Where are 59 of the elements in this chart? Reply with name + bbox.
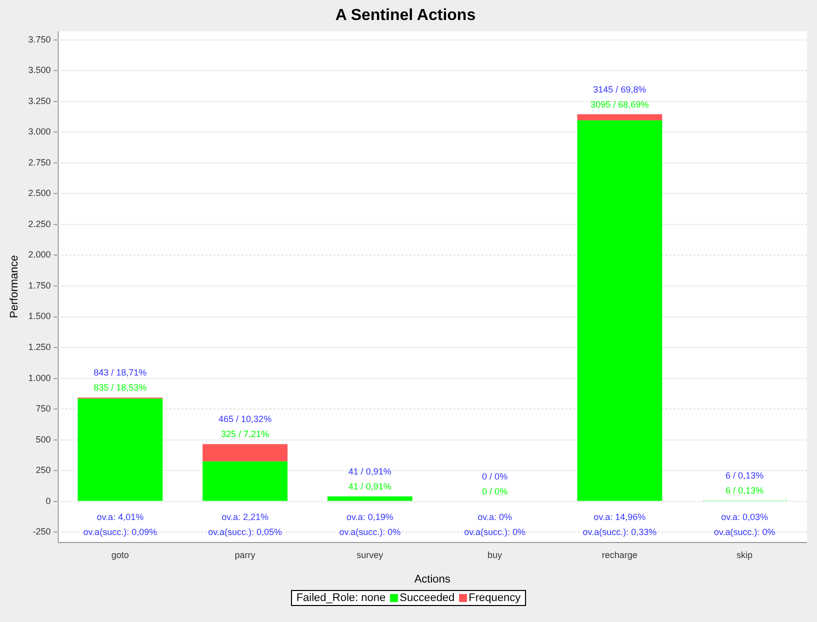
y-tick-label: 750 (36, 404, 51, 414)
x-axis-title: Actions (414, 573, 451, 586)
data-label: 6 / 0,13% (726, 486, 764, 496)
y-tick-label: 1.500 (28, 311, 51, 322)
annotation: ov.a: 14,96% (594, 512, 646, 522)
annotation: ov.a(succ.): 0% (714, 526, 776, 537)
annotation: ov.a(succ.): 0,33% (582, 526, 657, 537)
data-label: 0 / 0% (482, 486, 508, 496)
bar (327, 496, 412, 501)
annotation: ov.a(succ.): 0,09% (83, 526, 158, 537)
annotation: ov.a: 0,19% (346, 512, 394, 522)
y-tick-label: 3.250 (28, 96, 51, 106)
y-tick-label: 2.750 (28, 157, 51, 168)
y-tick-label: 1.250 (28, 342, 51, 352)
y-tick-label: 1.000 (28, 372, 51, 383)
bar (577, 114, 662, 120)
y-tick-label: 500 (36, 434, 51, 444)
annotation: ov.a(succ.): 0% (464, 526, 526, 537)
y-tick-label: 2.500 (28, 188, 51, 198)
total-label: 465 / 10,32% (218, 414, 272, 424)
y-tick-label: 1.750 (28, 280, 51, 290)
x-tick-label: skip (736, 550, 753, 560)
data-label: 835 / 18,53% (94, 382, 147, 393)
legend-label: Frequency (468, 592, 521, 604)
y-tick-label: -250 (32, 526, 51, 537)
annotation: ov.a(succ.): 0,05% (208, 526, 282, 537)
total-label: 41 / 0,91% (348, 466, 392, 476)
y-tick-label: 3.500 (28, 65, 51, 76)
annotation: ov.a: 0% (478, 512, 512, 522)
bar (202, 444, 288, 462)
bar (78, 398, 163, 501)
y-tick-label: 2.250 (28, 218, 51, 229)
y-tick-label: 2.000 (28, 250, 51, 260)
legend-title: Failed_Role: none (296, 592, 386, 604)
x-tick-label: goto (111, 550, 129, 560)
x-tick-label: survey (356, 550, 384, 560)
bar (202, 461, 288, 501)
chart-title: A Sentinel Actions (335, 7, 476, 24)
annotation: ov.a: 0,03% (721, 512, 768, 522)
y-tick-label: 3.000 (28, 126, 51, 137)
annotation: ov.a: 4,01% (96, 512, 144, 522)
data-label: 325 / 7,21% (221, 429, 270, 440)
total-label: 3145 / 69,8% (593, 84, 646, 94)
y-tick-label: 0 (46, 496, 51, 506)
x-tick-label: parry (234, 550, 256, 560)
bar (577, 120, 662, 501)
legend-label: Succeeded (400, 592, 455, 604)
y-tick-label: 250 (36, 465, 51, 476)
total-label: 6 / 0,13% (726, 470, 764, 481)
data-label: 41 / 0,91% (348, 481, 392, 492)
x-tick-label: recharge (602, 550, 638, 560)
x-tick-label: buy (488, 550, 503, 560)
y-tick-label: 3.750 (28, 34, 51, 44)
data-label: 3095 / 68,69% (590, 99, 649, 110)
total-label: 0 / 0% (482, 471, 508, 482)
annotation: ov.a(succ.): 0% (339, 526, 401, 537)
total-label: 843 / 18,71% (94, 368, 147, 378)
y-axis-title: Performance (8, 255, 21, 318)
annotation: ov.a: 2,21% (222, 512, 268, 522)
